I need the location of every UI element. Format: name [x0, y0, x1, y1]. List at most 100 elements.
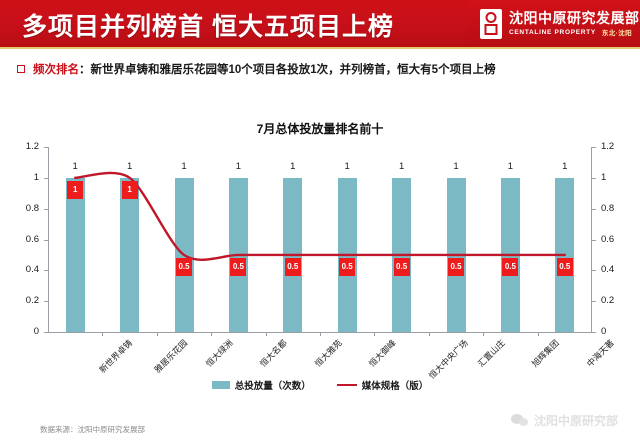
centaline-keyhole-icon	[480, 8, 502, 39]
chart-panel: 7月总体投放量排名前十 0 0.2 0.4 0.6 0.8 1 1.2 0 0.2 0.4 0.6…	[0, 100, 640, 405]
x-axis-category-label: 雅居乐花园	[151, 337, 189, 375]
y-axis-left-tick	[44, 270, 48, 272]
x-axis-category-label: 恒大绿洲	[203, 337, 235, 369]
line-data-label[interactable]: 0.5	[393, 257, 410, 276]
legend-line-swatch-icon	[336, 383, 357, 387]
x-axis-tick	[320, 332, 321, 336]
x-axis-tick	[374, 332, 376, 336]
x-axis-tick	[156, 332, 158, 336]
x-axis-tick	[211, 332, 213, 336]
y-axis-right-tick-label: 0	[601, 326, 607, 337]
y-axis-right-tick-label: 0.4	[601, 264, 615, 276]
bar-data-label: 1	[562, 160, 568, 172]
bar-data-label: 1	[72, 160, 78, 172]
bar-data-label: 1	[344, 160, 350, 172]
wechat-watermark: 沈阳中原研究部	[510, 412, 618, 429]
y-axis-right-tick	[592, 239, 596, 241]
y-axis-left-tick-label: 1	[33, 171, 39, 183]
y-axis-right-tick-label: 0.2	[601, 295, 615, 307]
data-source-note: 数据来源：沈阳中原研究发展部	[40, 425, 145, 434]
y-axis-left-tick-label: 0.6	[25, 233, 39, 245]
company-logo: 沈阳中原研究发展部 CENTALINE PROPERTY 东北·沈阳	[470, 0, 640, 47]
x-axis-tick	[102, 332, 104, 336]
y-axis-left-tick	[44, 147, 48, 148]
line-data-label[interactable]: 0.5	[339, 257, 356, 276]
legend-item-bar: 总投放量（次数）	[211, 378, 311, 392]
x-axis-category-label: 恒大御峰	[366, 337, 398, 369]
y-axis-right-tick-label: 0.6	[601, 233, 615, 245]
bar-data-label: 1	[235, 160, 242, 172]
x-axis-category-label: 中海天著	[584, 337, 616, 369]
bar-data-label: 1	[181, 160, 187, 172]
y-axis-right-tick-label: 0.8	[601, 202, 615, 214]
x-axis-tick	[483, 332, 485, 336]
logo-company-name-cn: 沈阳中原研究发展部	[509, 9, 640, 26]
line-data-label[interactable]: 1	[121, 180, 138, 199]
legend-bar-swatch-icon	[211, 381, 230, 389]
page-title: 多项目并列榜首 恒大五项目上榜	[22, 13, 394, 41]
line-data-label[interactable]: 0.5	[502, 257, 519, 276]
bar-data-label: 1	[290, 160, 296, 172]
y-axis-left-tick-label: 0.8	[25, 202, 39, 214]
bar[interactable]	[120, 177, 140, 332]
x-axis-tick	[265, 332, 267, 336]
y-axis-right-tick	[592, 332, 596, 333]
y-axis-left-tick	[44, 177, 48, 179]
x-axis-tick	[428, 332, 430, 336]
logo-text-group: 沈阳中原研究发展部 CENTALINE PROPERTY 东北·沈阳	[509, 10, 640, 37]
header-divider	[0, 47, 640, 49]
watermark-label: 沈阳中原研究部	[533, 414, 618, 428]
x-axis-tick	[537, 332, 539, 336]
summary-bullet-row: 频次排名 ：新世界卓铸和雅居乐花园等10个项目各投放1次，并列榜首，恒大有5个项…	[0, 58, 640, 80]
y-axis-left-tick	[44, 208, 48, 210]
y-axis-left-tick-label: 0	[33, 326, 39, 337]
y-axis-right-tick	[592, 208, 596, 210]
chart-title: 7月总体投放量排名前十	[256, 122, 384, 136]
x-axis-category-label: 汇置山庄	[475, 337, 507, 369]
y-axis-left-tick-label: 0.4	[25, 264, 39, 276]
logo-subtitle-row: CENTALINE PROPERTY 东北·沈阳	[509, 27, 640, 38]
y-axis-left-tick	[44, 301, 48, 303]
chart-plot-area: 0 0.2 0.4 0.6 0.8 1 1.2 0 0.2 0.4 0.6 0.8 1 1.2 1 1 0.…	[26, 141, 614, 337]
x-axis-category-label: 旭辉集团	[530, 337, 562, 369]
logo-region-label: 东北·沈阳	[601, 30, 633, 38]
y-axis-right-tick-label: 1	[601, 171, 607, 183]
bar-data-label: 1	[398, 160, 405, 172]
line-data-label[interactable]: 0.5	[230, 257, 247, 276]
chart-legend: 总投放量（次数） 媒体规格（版）	[0, 378, 640, 392]
line-data-label[interactable]: 0.5	[176, 257, 192, 276]
y-axis-right-tick	[592, 301, 596, 303]
wechat-icon	[510, 414, 528, 427]
y-axis-left-tick-label: 0.2	[25, 295, 39, 307]
y-axis-left	[48, 147, 49, 332]
y-axis-right	[591, 147, 592, 332]
legend-bar-label: 总投放量（次数）	[234, 381, 311, 392]
y-axis-right-tick	[592, 177, 596, 179]
y-axis-right-tick-label: 1.2	[601, 141, 615, 152]
x-axis-category-label: 恒大名都	[258, 337, 290, 369]
line-data-label[interactable]: 0.5	[448, 257, 464, 276]
y-axis-right-tick	[592, 147, 596, 148]
bar-data-label: 1	[453, 160, 459, 172]
bar-data-label: 1	[507, 160, 514, 172]
summary-key-label: 频次排名	[33, 64, 79, 76]
y-axis-left-tick-label: 1.2	[25, 141, 39, 152]
bar-data-label: 1	[126, 160, 133, 172]
line-series-media-spec	[74, 171, 566, 261]
x-axis-category-label: 恒大中央广场	[426, 337, 470, 381]
bar[interactable]	[65, 177, 85, 332]
summary-body-text: ：新世界卓铸和雅居乐花园等10个项目各投放1次，并列榜首，恒大有5个项目上榜	[79, 64, 496, 76]
logo-company-name-en: CENTALINE PROPERTY	[509, 28, 596, 36]
line-data-label[interactable]: 1	[67, 180, 84, 199]
line-data-label[interactable]: 0.5	[556, 257, 573, 276]
page-header: 多项目并列榜首 恒大五项目上榜 沈阳中原研究发展部 CENTALINE PROP…	[0, 0, 640, 47]
x-axis-category-label: 新世界卓铸	[97, 337, 135, 375]
line-data-label[interactable]: 0.5	[284, 257, 301, 276]
hollow-square-bullet-icon	[17, 65, 25, 73]
legend-line-label: 媒体规格（版）	[361, 381, 429, 392]
y-axis-left-tick	[44, 332, 48, 333]
x-axis-category-label: 恒大雅苑	[312, 337, 344, 369]
y-axis-right-tick	[592, 270, 596, 272]
y-axis-left-tick	[44, 239, 48, 241]
legend-item-line: 媒体规格（版）	[336, 378, 429, 392]
